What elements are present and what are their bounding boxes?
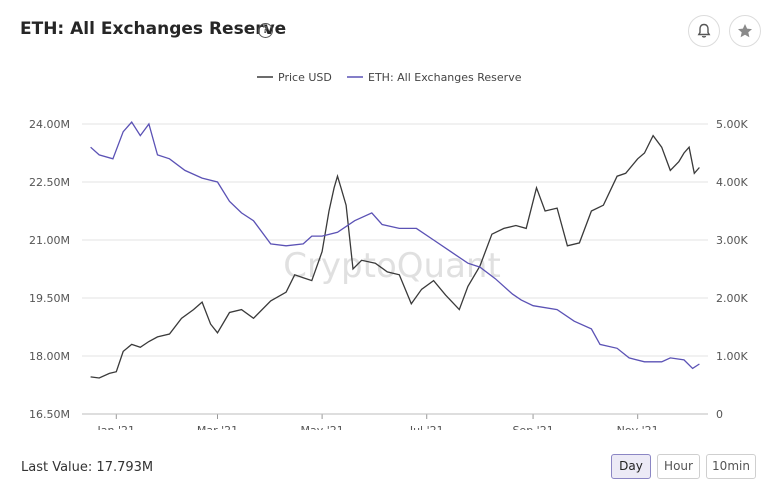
x-tick-label: Nov '21 [617, 424, 659, 430]
series-line-reserve [90, 121, 700, 370]
y-axis-right: 0 1.00K 2.00K 3.00K 4.00K 5.00K [716, 118, 748, 421]
y-right-tick-label: 4.00K [716, 176, 748, 189]
last-value: Last Value: 17.793M [21, 460, 154, 475]
y-right-tick-label: 0 [716, 408, 723, 421]
legend-reserve-label[interactable]: ETH: All Exchanges Reserve [368, 71, 522, 84]
y-left-tick-label: 19.50M [29, 292, 70, 305]
y-left-tick-label: 24.00M [29, 118, 70, 131]
help-icon[interactable]: ? [258, 23, 273, 38]
x-tick-label: May '21 [300, 424, 343, 430]
y-left-tick-label: 18.00M [29, 350, 70, 363]
x-axis: Jan '21 Mar '21 May '21 Jul '21 Sep '21 Nov '… [82, 413, 708, 430]
y-left-tick-label: 22.50M [29, 176, 70, 189]
bell-icon [697, 23, 711, 38]
star-icon [738, 24, 752, 38]
y-right-tick-label: 5.00K [716, 118, 748, 131]
favorite-button[interactable] [729, 15, 761, 47]
x-tick-label: Sep '21 [512, 424, 553, 430]
series-line-price [90, 134, 700, 379]
x-tick-label: Jan '21 [97, 424, 135, 430]
y-left-tick-label: 16.50M [29, 408, 70, 421]
y-right-tick-label: 1.00K [716, 350, 748, 363]
interval-hour-button[interactable]: Hour [657, 454, 700, 479]
y-axis-left: 16.50M 18.00M 19.50M 21.00M 22.50M 24.00M [29, 118, 70, 421]
chart: Price USD ETH: All Exchanges Reserve Cry… [29, 71, 748, 430]
interval-day-button[interactable]: Day [611, 454, 651, 479]
legend: Price USD ETH: All Exchanges Reserve [257, 71, 522, 84]
y-right-tick-label: 2.00K [716, 292, 748, 305]
bell-button[interactable] [688, 15, 720, 47]
y-right-tick-label: 3.00K [716, 234, 748, 247]
legend-price-label[interactable]: Price USD [278, 71, 332, 84]
x-tick-label: Jul '21 [409, 424, 444, 430]
y-left-tick-label: 21.00M [29, 234, 70, 247]
x-tick-label: Mar '21 [197, 424, 238, 430]
interval-10min-button[interactable]: 10min [706, 454, 756, 479]
watermark: CryptoQuant [283, 246, 501, 286]
page-title: ETH: All Exchanges Reserve [20, 19, 287, 39]
